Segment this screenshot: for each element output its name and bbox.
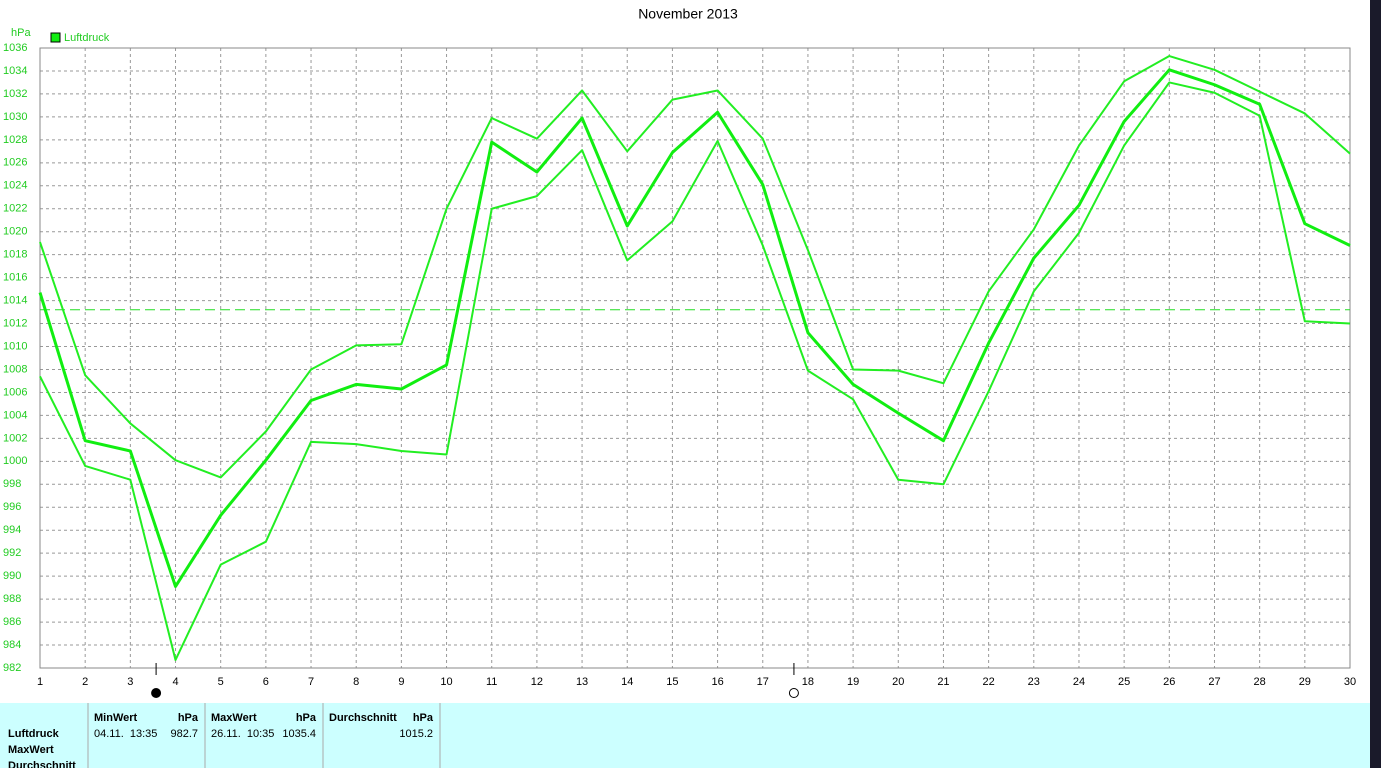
series-line xyxy=(39,55,1351,479)
x-tick-label: 5 xyxy=(218,676,224,688)
y-tick-label: 1014 xyxy=(3,294,27,306)
x-tick-label: 21 xyxy=(937,676,949,688)
x-tick-label: 11 xyxy=(486,676,497,688)
moon-marker xyxy=(788,688,799,698)
x-tick-label: 30 xyxy=(1344,676,1356,688)
column-header: MaxWert xyxy=(211,712,257,724)
y-tick-label: 1006 xyxy=(3,386,27,398)
cell-value: 982.7 xyxy=(170,728,198,740)
y-tick-label: 1004 xyxy=(3,409,27,421)
stats-panel xyxy=(0,703,1370,768)
y-tick-label: 1010 xyxy=(3,340,27,352)
legend-label: Luftdruck xyxy=(64,32,110,44)
series-line xyxy=(39,81,1351,661)
plot-border xyxy=(39,47,1351,669)
x-tick-label: 20 xyxy=(892,676,904,688)
x-tick-label: 29 xyxy=(1299,676,1311,688)
y-tick-label: 1002 xyxy=(3,432,27,444)
x-tick-label: 25 xyxy=(1118,676,1130,688)
x-tick-label: 22 xyxy=(982,676,994,688)
y-tick-label: 992 xyxy=(3,547,21,559)
y-tick-label: 1024 xyxy=(3,180,27,192)
x-tick-label: 17 xyxy=(757,676,769,688)
y-tick-label: 1008 xyxy=(3,363,27,375)
column-unit: hPa xyxy=(413,712,434,724)
y-tick-label: 994 xyxy=(3,524,21,536)
x-tick-label: 9 xyxy=(398,676,404,688)
cell-time: 04.11. 13:35 xyxy=(94,728,157,740)
x-tick-label: 6 xyxy=(263,676,269,688)
y-tick-label: 982 xyxy=(3,662,21,674)
x-tick-label: 28 xyxy=(1254,676,1266,688)
row-label: Durchschnitt xyxy=(8,760,76,768)
x-tick-label: 2 xyxy=(82,676,88,688)
y-tick-label: 990 xyxy=(3,570,21,582)
y-tick-label: 1028 xyxy=(3,134,27,146)
x-tick-label: 12 xyxy=(531,676,543,688)
y-tick-label: 1036 xyxy=(3,42,27,54)
x-tick-label: 15 xyxy=(666,676,678,688)
x-tick-label: 14 xyxy=(621,676,633,688)
x-tick-label: 23 xyxy=(1028,676,1040,688)
x-tick-label: 1 xyxy=(37,676,43,688)
x-tick-label: 18 xyxy=(802,676,814,688)
y-tick-label: 1012 xyxy=(3,317,27,329)
y-tick-label: 1030 xyxy=(3,111,27,123)
y-tick-label: 986 xyxy=(3,616,21,628)
chart-title: November 2013 xyxy=(638,6,738,22)
x-tick-label: 4 xyxy=(172,676,178,688)
y-tick-label: 1018 xyxy=(3,249,27,261)
row-label: Luftdruck xyxy=(8,728,60,740)
x-tick-label: 8 xyxy=(353,676,359,688)
cell-value: 1015.2 xyxy=(399,728,433,740)
row-label: MaxWert xyxy=(8,744,54,756)
moon-marker xyxy=(151,688,162,698)
cell-value: 1035.4 xyxy=(282,728,316,740)
x-tick-label: 27 xyxy=(1208,676,1220,688)
x-tick-label: 16 xyxy=(711,676,723,688)
y-axis-label: hPa xyxy=(11,27,31,39)
column-unit: hPa xyxy=(178,712,199,724)
y-tick-label: 984 xyxy=(3,639,21,651)
y-tick-label: 1026 xyxy=(3,157,27,169)
x-tick-label: 26 xyxy=(1163,676,1175,688)
window-edge xyxy=(1370,0,1381,768)
x-tick-label: 7 xyxy=(308,676,314,688)
x-tick-label: 10 xyxy=(440,676,452,688)
y-tick-label: 996 xyxy=(3,501,21,513)
legend-swatch xyxy=(50,32,61,43)
x-tick-label: 19 xyxy=(847,676,859,688)
cell-time: 26.11. 10:35 xyxy=(211,728,274,740)
x-tick-label: 24 xyxy=(1073,676,1085,688)
column-unit: hPa xyxy=(296,712,317,724)
y-tick-label: 1000 xyxy=(3,455,27,467)
y-tick-label: 1022 xyxy=(3,203,27,215)
series-line xyxy=(38,68,1351,588)
column-header: Durchschnitt xyxy=(329,712,397,724)
y-tick-label: 1016 xyxy=(3,272,27,284)
x-tick-label: 13 xyxy=(576,676,588,688)
y-tick-label: 1032 xyxy=(3,88,27,100)
x-tick-label: 3 xyxy=(127,676,133,688)
y-tick-label: 1034 xyxy=(3,65,27,77)
y-tick-label: 1020 xyxy=(3,226,27,238)
y-tick-label: 988 xyxy=(3,593,21,605)
column-header: MinWert xyxy=(94,712,138,724)
y-tick-label: 998 xyxy=(3,478,21,490)
